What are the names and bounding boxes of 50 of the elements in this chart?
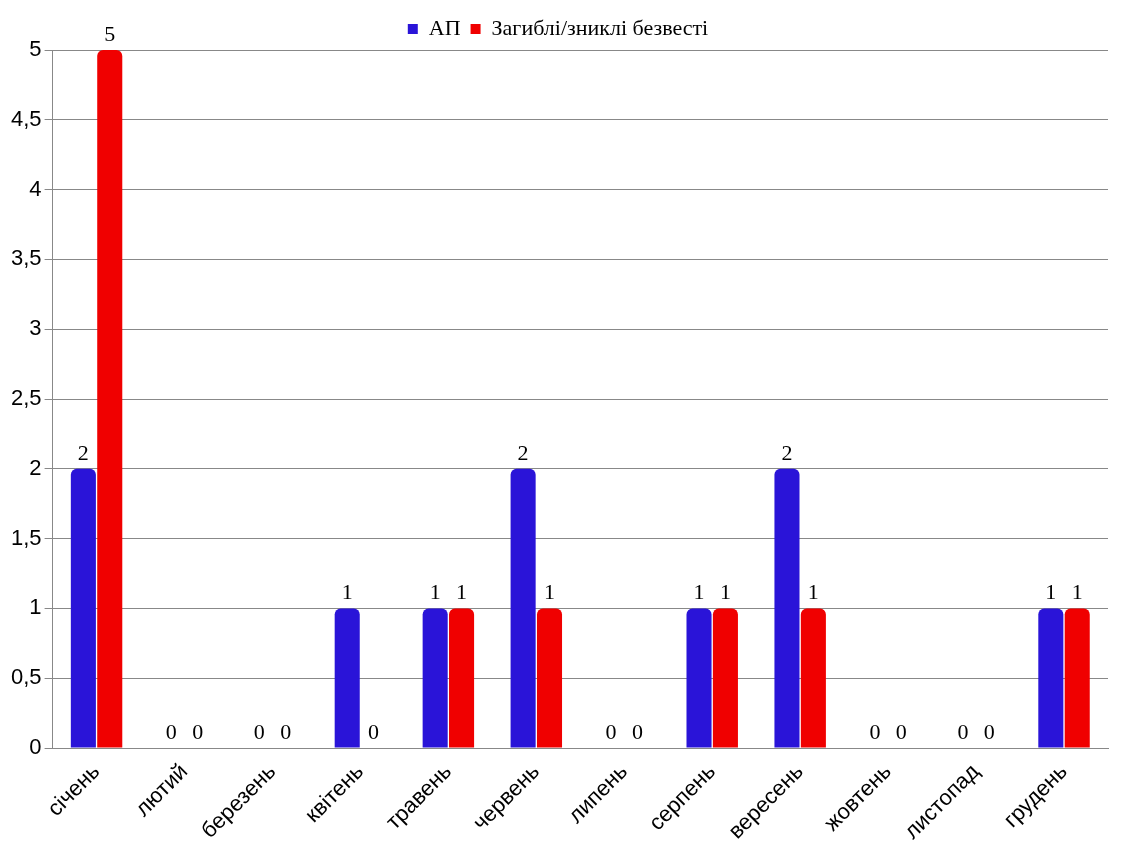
bar <box>686 608 712 748</box>
data-label: 0 <box>280 718 292 744</box>
bar <box>510 468 536 748</box>
data-label: 1 <box>693 579 705 605</box>
bar <box>800 608 826 748</box>
bar <box>1038 608 1064 748</box>
bar <box>70 468 96 748</box>
bar <box>712 608 738 748</box>
y-tick-label: 0,5 <box>10 664 42 690</box>
y-tick-label: 4,5 <box>10 105 42 131</box>
bar <box>536 608 563 748</box>
y-tick-label: 4 <box>29 175 42 201</box>
data-label: 0 <box>605 718 617 744</box>
y-tick-label: 1,5 <box>10 524 42 550</box>
data-label: 0 <box>165 718 177 744</box>
data-label: 1 <box>1071 579 1083 605</box>
data-label: 0 <box>192 718 204 744</box>
bar <box>449 608 475 748</box>
y-tick-label: 2 <box>29 454 42 480</box>
data-label: 1 <box>456 579 468 605</box>
bar <box>97 50 123 748</box>
y-tick-label: 1 <box>29 594 42 620</box>
data-label: 0 <box>983 718 995 744</box>
data-label: 5 <box>104 20 116 46</box>
data-label: 0 <box>631 718 643 744</box>
data-label: 1 <box>341 579 353 605</box>
data-label: 2 <box>517 439 529 465</box>
data-label: 0 <box>895 718 907 744</box>
data-label: 1 <box>429 579 441 605</box>
data-label: 1 <box>719 579 731 605</box>
data-label: 1 <box>807 579 819 605</box>
bar <box>422 608 448 748</box>
y-tick-label: 3,5 <box>10 245 42 271</box>
data-label: 1 <box>1045 579 1057 605</box>
data-label: 0 <box>869 718 881 744</box>
data-label: 2 <box>77 439 89 465</box>
data-label: 0 <box>253 718 265 744</box>
y-tick-label: 5 <box>29 36 42 62</box>
bar <box>774 468 800 748</box>
data-label: 0 <box>957 718 969 744</box>
data-label: 2 <box>781 439 793 465</box>
bar <box>1064 608 1090 748</box>
bar <box>334 608 360 748</box>
y-tick-label: 0 <box>29 734 42 760</box>
data-label: 0 <box>368 718 380 744</box>
legend-label: АП <box>428 14 461 40</box>
data-label: 1 <box>544 579 556 605</box>
y-tick-label: 3 <box>29 315 42 341</box>
y-tick-label: 2,5 <box>10 385 42 411</box>
legend-label: Загиблі/зниклі безвесті <box>491 14 709 40</box>
